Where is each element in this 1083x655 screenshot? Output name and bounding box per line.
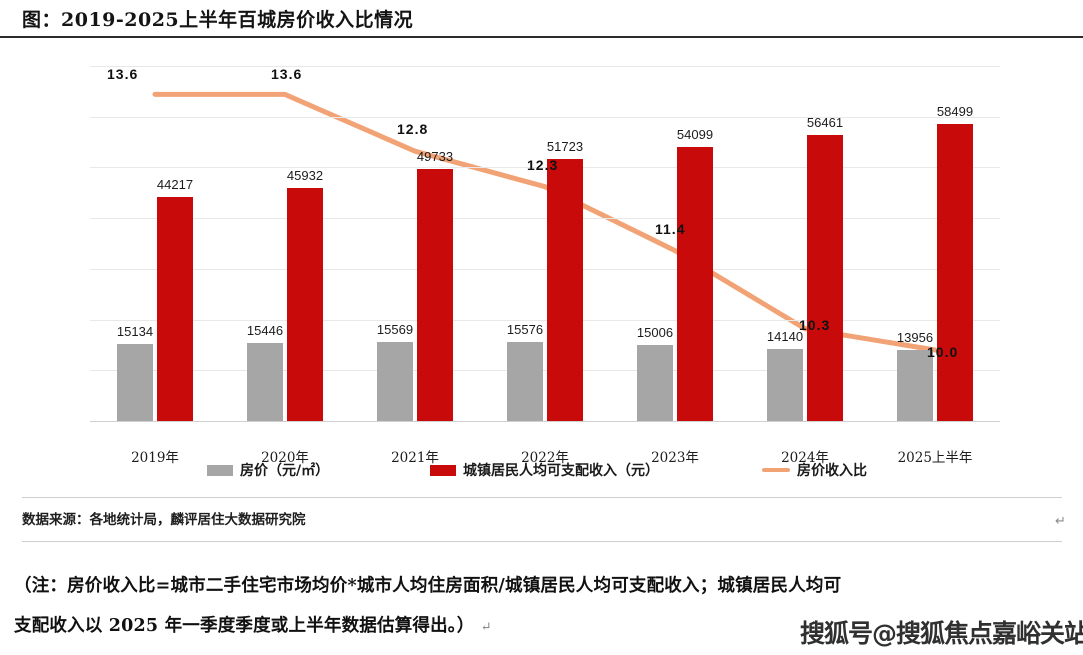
gridline	[90, 218, 1000, 220]
x-axis-label: 2021年	[391, 450, 439, 466]
x-axis-label: 2023年	[651, 450, 699, 466]
bar-label-income: 51723	[546, 138, 584, 154]
x-axis-label: 2019年	[131, 450, 179, 466]
bar-label-house-price: 15576	[506, 322, 544, 337]
title-divider	[0, 36, 1083, 38]
x-axis-label: 2025上半年	[897, 450, 973, 466]
gridline	[90, 167, 1000, 169]
ratio-data-label: 12.8	[397, 121, 429, 138]
plot-area: 0100002000030000400005000060000700009.09…	[90, 66, 1000, 466]
bar-house-price	[897, 350, 933, 421]
gridline	[90, 319, 1000, 321]
gridline	[90, 370, 1000, 372]
bar-label-house-price: 13956	[896, 330, 934, 346]
source-divider-top	[22, 497, 1062, 498]
footnote-line-2: 支配收入以 2025 年一季度季度或上半年数据估算得出。） ↵	[14, 606, 1074, 648]
ratio-data-label: 13.6	[107, 66, 139, 83]
bar-label-house-price: 14140	[766, 329, 804, 345]
source-divider-bottom	[22, 541, 1062, 542]
bar-label-house-price: 15446	[246, 322, 284, 338]
x-axis-label: 2020年	[261, 450, 309, 466]
ratio-data-label: 13.6	[271, 66, 303, 83]
x-axis-label: 2022年	[521, 450, 569, 466]
bar-income	[807, 134, 843, 421]
ratio-data-label: 11.4	[655, 220, 686, 237]
bar-income	[547, 158, 583, 421]
bar-house-price	[507, 342, 543, 421]
bar-label-income: 49733	[416, 148, 454, 164]
legend-label: 房价收入比	[797, 463, 867, 479]
bar-income	[677, 146, 713, 421]
legend-swatch-icon	[430, 464, 456, 476]
ratio-data-label: 12.3	[527, 156, 559, 173]
legend-line-icon	[762, 468, 790, 472]
bar-house-price	[637, 344, 673, 421]
bar-label-income: 58499	[936, 104, 974, 120]
x-axis-label: 2024年	[781, 450, 829, 466]
gridline	[90, 268, 1000, 270]
chart-container: 0100002000030000400005000060000700009.09…	[0, 48, 1083, 466]
bar-income	[157, 196, 193, 421]
footnote-line-1: （注：房价收入比=城市二手住宅市场均价*城市人均住房面积/城镇居民人均可支配收入…	[14, 576, 842, 596]
bar-house-price	[117, 344, 153, 421]
paragraph-mark-icon: ↵	[1055, 513, 1066, 528]
bar-house-price	[247, 342, 283, 421]
legend-item[interactable]: 房价收入比	[762, 460, 867, 480]
legend-item[interactable]: 城镇居民人均可支配收入（元）	[430, 460, 659, 480]
bar-label-house-price: 15569	[376, 322, 414, 338]
legend-item[interactable]: 房价（元/㎡）	[207, 460, 329, 480]
footnote-line-2-text: 支配收入以 2025 年一季度季度或上半年数据估算得出。）	[14, 616, 475, 636]
footnote: （注：房价收入比=城市二手住宅市场均价*城市人均住房面积/城镇居民人均可支配收入…	[14, 566, 1074, 648]
ratio-data-label: 10.0	[927, 344, 959, 360]
ratio-data-label: 10.3	[799, 316, 831, 333]
bar-label-house-price: 15006	[636, 324, 674, 340]
gridline	[90, 116, 1000, 118]
bar-income	[417, 168, 453, 421]
bar-label-house-price: 15134	[116, 324, 154, 340]
bar-label-income: 44217	[156, 176, 194, 192]
bar-income	[287, 188, 323, 421]
bar-house-price	[767, 349, 803, 421]
page-title: 图：2019-2025上半年百城房价收入比情况	[22, 9, 414, 31]
watermark: 搜狐号@搜狐焦点嘉峪关站	[800, 619, 1083, 648]
gridline	[90, 66, 1000, 67]
bar-label-income: 56461	[806, 114, 844, 130]
legend-label: 城镇居民人均可支配收入（元）	[463, 463, 659, 479]
x-axis-line	[90, 421, 1000, 422]
legend-swatch-icon	[207, 464, 233, 476]
bar-label-income: 45932	[286, 168, 324, 184]
legend-label: 房价（元/㎡）	[240, 463, 330, 479]
bar-label-income: 54099	[676, 126, 714, 142]
bar-income	[937, 124, 973, 421]
source-note: 数据来源：各地统计局，麟评居住大数据研究院	[22, 512, 306, 528]
paragraph-mark-icon-2: ↵	[480, 620, 492, 635]
chart-legend: 房价（元/㎡） 城镇居民人均可支配收入（元） 房价收入比	[0, 460, 1083, 488]
bar-house-price	[377, 342, 413, 421]
